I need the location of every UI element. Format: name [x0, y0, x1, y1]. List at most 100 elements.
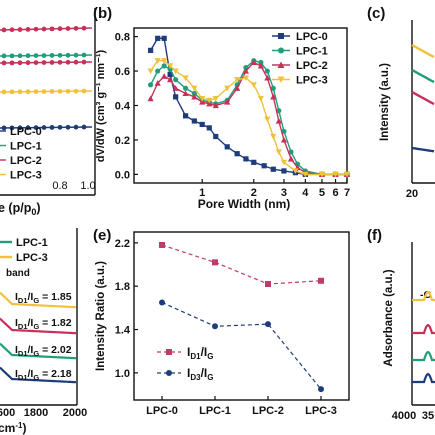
panel-e-data-point — [212, 259, 218, 266]
panel-b-y-axis-label: dV/dW (cm³ g⁻¹ nm⁻¹) — [95, 49, 107, 162]
panel-e-data-point — [318, 386, 324, 393]
panel-b-data-point — [191, 118, 197, 124]
panel-b-data-point — [280, 136, 288, 143]
panel-a-data-point — [1, 60, 7, 66]
panel-a-data-point — [9, 60, 15, 66]
panel-b-data-point — [161, 58, 168, 64]
panel-b-data-point — [224, 85, 231, 92]
panel-e-legend-marker — [166, 349, 172, 355]
panel-b-data-point — [206, 97, 213, 104]
panel-b-data-point — [199, 98, 206, 105]
panel-b-x-tick-label: 2 — [251, 187, 257, 199]
panel-b-x-tick-label: 3 — [281, 187, 287, 199]
panel-b-data-point — [199, 121, 205, 128]
panel-b-data-point — [292, 168, 299, 175]
panel-a-x-axis-label: e (p/p0) — [0, 201, 41, 217]
panel-e-data-point — [265, 321, 271, 328]
panel-d-x-tick: 600 — [0, 407, 15, 419]
panel-a-data-point — [81, 124, 87, 130]
panel-a-data-point — [49, 53, 55, 58]
panel-b-data-point — [270, 166, 276, 172]
panel-a-data-point — [33, 53, 39, 59]
panel-e-series — [159, 242, 324, 393]
panel-f-spectrum-line — [412, 350, 435, 362]
panel-d-ratio-labels: ID1/IG = 1.85 ID1/IG = 1.82 ID1/IG = 2.02 I… — [15, 291, 72, 382]
panel-a-data-point — [33, 60, 39, 66]
panel-b-data-point — [191, 85, 198, 92]
panel-b-data-point — [155, 35, 161, 41]
panel-b-data-point — [167, 71, 173, 78]
panel-a-data-point — [57, 26, 63, 32]
panel-a-data-point — [17, 125, 23, 131]
panel-b-data-point — [199, 96, 206, 102]
panel-b-data-point — [234, 85, 241, 91]
panel-e-y-tick-label: 1.4 — [115, 325, 131, 337]
panel-f-x-tick: 4000 — [392, 410, 416, 422]
panel-b-data-point — [270, 133, 277, 140]
panel-b-data-point — [270, 85, 276, 91]
panel-d-x-tick: 1800 — [24, 407, 48, 419]
panel-b-data-point — [234, 151, 240, 157]
panel-e-series-line — [161, 301, 322, 390]
panel-e-x-tick-label: LPC-2 — [252, 405, 284, 417]
panel-a-legend-label: LPC-1 — [10, 141, 42, 153]
panel-e-x-ticks: LPC-0 LPC-1 LPC-2 LPC-3 — [146, 396, 337, 417]
panel-b-data-point — [182, 90, 189, 97]
panel-a-data-point — [33, 125, 39, 131]
panel-e-frame — [133, 231, 350, 401]
panel-a-data-point — [17, 60, 23, 66]
panel-f-spectrum-line — [412, 372, 435, 384]
panel-e-legend: ID1/IG ID3/IG — [157, 345, 213, 382]
panel-b-data-point — [206, 125, 212, 131]
panel-b-data-point — [167, 63, 174, 69]
panel-e-legend-label: ID3/IG — [187, 366, 213, 382]
panel-a-data-point — [17, 27, 23, 32]
panel-a-data-point — [41, 53, 47, 58]
panel-b-data-point — [212, 96, 219, 102]
panel-e-legend-marker — [166, 370, 172, 376]
panel-d-x-tick: 2000 — [63, 407, 87, 419]
panel-a-data-point — [65, 88, 71, 94]
panel-b-data-point — [250, 59, 257, 66]
panel-a-x-tick: 1.0 — [80, 180, 95, 192]
panel-c-pattern-line — [411, 90, 435, 106]
panel-a-data-point — [73, 88, 79, 94]
panel-b-data-point — [147, 68, 154, 75]
panel-e-y-tick-label: 1.0 — [115, 368, 130, 380]
panel-d-ratio-label: ID1/IG = 2.02 — [15, 344, 72, 358]
panel-f-spectrum-line — [412, 290, 435, 302]
panel-f-x-tick: 35 — [422, 410, 434, 422]
panel-a-data-point — [33, 26, 39, 32]
panel-a-data-point — [65, 59, 71, 65]
panel-b-data-point — [154, 58, 161, 64]
panel-a-data-point — [49, 60, 55, 65]
panel-c-y-axis-label: Intensity (a.u.) — [379, 63, 391, 141]
panel-b-y-tick-label: 0.6 — [115, 66, 130, 78]
panel-f-letter: (f) — [367, 227, 382, 244]
panel-b-data-point — [276, 108, 282, 114]
panel-c-pattern-line — [411, 146, 435, 153]
panel-b-data-point — [281, 168, 287, 174]
panel-b-data-point — [261, 163, 267, 169]
panel-a-data-point — [41, 125, 47, 130]
panel-a-data-point — [81, 88, 87, 94]
panel-a-data-point — [9, 125, 15, 131]
panel-a-data-point — [65, 124, 71, 130]
panel-a-data-point — [17, 89, 23, 95]
panel-b-legend-label: LPC-0 — [296, 31, 328, 43]
panel-b-data-point — [280, 159, 288, 166]
panel-b-data-point — [155, 68, 161, 74]
panel-f: (f) Adsorbance (a.u.) 4000 35 -C — [367, 227, 435, 422]
panel-b-data-point — [213, 133, 219, 140]
panel-a-legend-label: LPC-2 — [10, 155, 42, 167]
panel-e-x-tick-label: LPC-0 — [146, 405, 178, 417]
panel-b-letter: (b) — [93, 5, 112, 22]
panel-f-curves — [412, 290, 435, 384]
panel-b-data-point — [173, 77, 179, 83]
panel-e-legend-label: ID1/IG — [187, 345, 213, 361]
panel-d-ratio-label: ID1/IG = 1.82 — [15, 317, 72, 331]
panel-b-data-point — [148, 82, 154, 88]
panel-b-x-tick-label: 1 — [199, 187, 205, 199]
panel-d-x-axis-label: cm-1) — [0, 421, 26, 435]
panel-e-y-tick-label: 1.8 — [115, 281, 130, 293]
